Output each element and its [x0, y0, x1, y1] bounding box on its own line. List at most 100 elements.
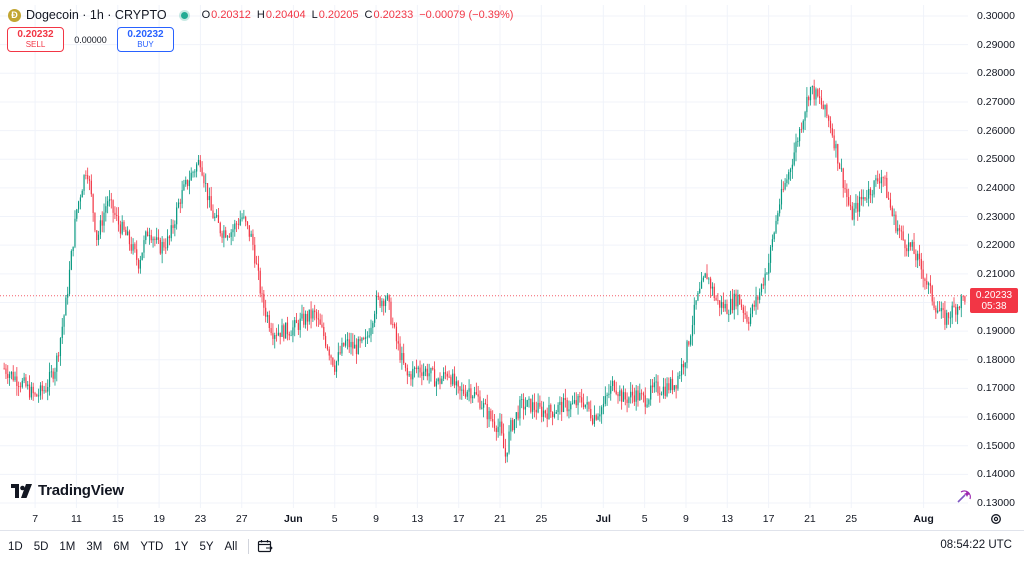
- candle-body: [381, 300, 383, 307]
- candle-body: [490, 410, 492, 420]
- candle-body: [552, 411, 554, 418]
- range-all[interactable]: All: [224, 540, 238, 553]
- range-6m[interactable]: 6M: [113, 540, 130, 553]
- candle-body: [181, 190, 183, 204]
- change-value: −0.00079 (−0.39%): [419, 9, 514, 21]
- candle-body: [404, 363, 407, 368]
- candle-body: [710, 278, 712, 289]
- candle-body: [889, 199, 892, 208]
- candle-body: [217, 215, 220, 223]
- price-tick-label: 0.19000: [977, 325, 1015, 338]
- candle-body: [622, 392, 625, 402]
- candle-body: [148, 235, 151, 237]
- candle-body: [641, 392, 643, 394]
- candle-body: [413, 367, 416, 369]
- candle-body: [65, 297, 67, 316]
- candle-body: [631, 391, 634, 396]
- candle-body: [751, 304, 754, 314]
- candle-body: [869, 188, 872, 196]
- candle-body: [185, 179, 187, 185]
- market-status-icon: [180, 11, 188, 19]
- candle-body: [730, 298, 732, 314]
- candle-body: [824, 104, 826, 110]
- candle-body: [557, 404, 559, 413]
- candle-body: [539, 402, 541, 407]
- candle-body: [621, 390, 623, 402]
- candle-body: [201, 167, 203, 176]
- candle-body: [837, 144, 839, 164]
- candle-body: [101, 220, 103, 226]
- buy-button[interactable]: 0.20232 BUY: [117, 27, 174, 52]
- candle-body: [522, 399, 525, 410]
- candle-body: [190, 172, 192, 181]
- magic-wand-icon[interactable]: [955, 489, 973, 505]
- candle-body: [208, 196, 210, 201]
- candle-body: [288, 334, 290, 336]
- price-tick-label: 0.26000: [977, 124, 1015, 137]
- candle-body: [506, 452, 508, 457]
- tradingview-logo[interactable]: TradingView: [11, 482, 124, 499]
- candle-body: [820, 97, 823, 105]
- candle-body: [453, 373, 456, 386]
- candle-body: [846, 189, 848, 198]
- candle-body: [188, 180, 190, 187]
- symbol-title[interactable]: Dogecoin · 1h · CRYPTO: [26, 8, 167, 22]
- candle-body: [809, 87, 812, 101]
- candle-body: [606, 394, 608, 397]
- date-range-calendar-icon[interactable]: [257, 539, 274, 554]
- candle-body: [268, 315, 270, 329]
- range-1y[interactable]: 1Y: [174, 540, 189, 553]
- range-ytd[interactable]: YTD: [140, 540, 164, 553]
- candle-body: [97, 234, 100, 241]
- candle-body: [30, 386, 32, 398]
- settings-gear-icon[interactable]: [990, 513, 1002, 525]
- candle-body: [67, 293, 69, 298]
- candle-body: [226, 236, 229, 238]
- candle-body: [221, 233, 223, 238]
- candle-body: [301, 313, 303, 319]
- candle-body: [257, 263, 259, 271]
- candle-body: [871, 194, 873, 196]
- candle-body: [537, 402, 539, 413]
- utc-clock[interactable]: 08:54:22 UTC: [940, 539, 1012, 551]
- range-5y[interactable]: 5Y: [199, 540, 214, 553]
- candle-body: [611, 380, 614, 386]
- candle-body: [624, 392, 626, 400]
- candle-body: [688, 341, 690, 345]
- range-1d[interactable]: 1D: [8, 540, 23, 553]
- last-price-value: 0.20233: [975, 289, 1013, 301]
- sell-button[interactable]: 0.20232 SELL: [7, 27, 64, 52]
- candle-body: [275, 335, 278, 336]
- candle-body: [170, 225, 172, 239]
- candle-body: [593, 415, 595, 424]
- candle-body: [486, 404, 488, 420]
- candle-body: [813, 86, 815, 100]
- candle-body: [179, 202, 181, 204]
- candle-body: [639, 392, 641, 401]
- candle-body: [266, 315, 269, 317]
- candle-body: [530, 398, 532, 412]
- candle-body: [134, 244, 136, 250]
- candle-body: [708, 278, 710, 280]
- candle-body: [907, 242, 910, 252]
- candle-body: [103, 212, 105, 226]
- candle-body: [77, 201, 80, 210]
- candle-body: [499, 421, 501, 427]
- candle-body: [394, 324, 396, 327]
- time-tick-label: 27: [235, 513, 248, 525]
- candle-body: [14, 376, 16, 381]
- bottom-toolbar: 1D 5D 1M 3M 6M YTD 1Y 5Y All 08:54:22 UT…: [0, 530, 1024, 562]
- candle-body: [535, 409, 537, 413]
- range-3m[interactable]: 3M: [86, 540, 103, 553]
- candle-body: [472, 396, 474, 399]
- candle-body: [196, 164, 198, 172]
- candle-body: [343, 343, 345, 346]
- candle-body: [788, 172, 790, 180]
- candle-body: [766, 273, 768, 275]
- candle-body: [773, 232, 775, 240]
- range-5d[interactable]: 5D: [33, 540, 49, 553]
- candle-body: [305, 313, 307, 325]
- range-1m[interactable]: 1M: [59, 540, 76, 553]
- candle-body: [237, 224, 240, 226]
